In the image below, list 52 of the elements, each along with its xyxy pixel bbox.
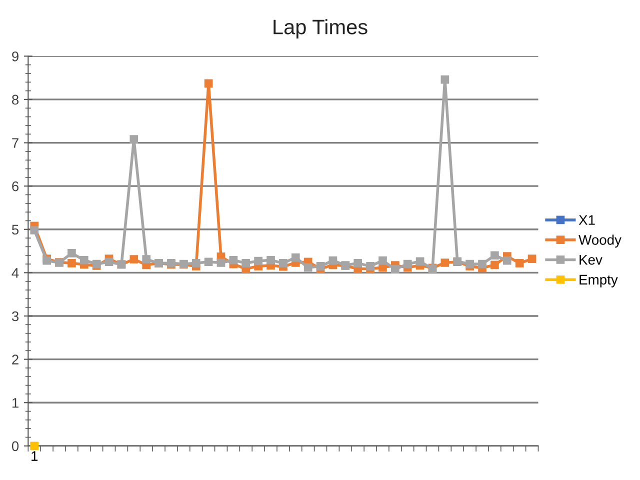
y-tick-label: 4: [12, 268, 19, 278]
legend-label: Kev: [580, 255, 602, 265]
point: [229, 256, 238, 264]
point: [440, 258, 450, 267]
point: [490, 251, 499, 260]
y-tick-label: 6: [12, 181, 19, 192]
point: [104, 258, 114, 266]
point: [291, 253, 300, 262]
point: [30, 442, 39, 450]
point: [304, 263, 312, 272]
y-tick-label: 7: [12, 138, 18, 148]
point: [440, 75, 450, 84]
point: [254, 256, 262, 266]
point: [490, 260, 499, 270]
point: [266, 256, 275, 264]
point: [416, 257, 424, 266]
y-tick-label: 9: [12, 51, 18, 62]
point: [466, 260, 474, 268]
point: [478, 260, 486, 268]
point: [242, 259, 250, 268]
point: [68, 259, 76, 268]
point: [80, 256, 88, 264]
point: [391, 265, 400, 274]
point: [68, 249, 76, 258]
y-tick-label: 2: [12, 354, 18, 364]
point: [328, 256, 338, 265]
point: [192, 259, 200, 268]
y-tick-label: 5: [12, 224, 19, 235]
point: [130, 135, 138, 144]
point: [515, 259, 524, 268]
point: [316, 262, 325, 270]
point: [204, 258, 213, 266]
y-tick-label: 3: [12, 311, 19, 322]
legend-label: Woody: [578, 234, 622, 248]
point: [204, 79, 213, 88]
point: [403, 260, 412, 268]
point: [502, 256, 512, 265]
point: [528, 254, 536, 263]
point: [142, 255, 151, 264]
point: [30, 226, 39, 234]
y-tick-label: 0: [12, 441, 19, 452]
legend-label: X1: [578, 215, 595, 225]
point: [130, 255, 138, 264]
point: [354, 259, 362, 268]
point: [378, 256, 387, 265]
point: [279, 259, 288, 268]
legend-label: Empty: [580, 274, 618, 288]
y-tick-label: 8: [12, 94, 19, 105]
y-tick-label: 1: [12, 398, 18, 408]
point: [366, 262, 374, 270]
chart-title: Lap Times: [274, 19, 368, 39]
point: [216, 258, 226, 267]
